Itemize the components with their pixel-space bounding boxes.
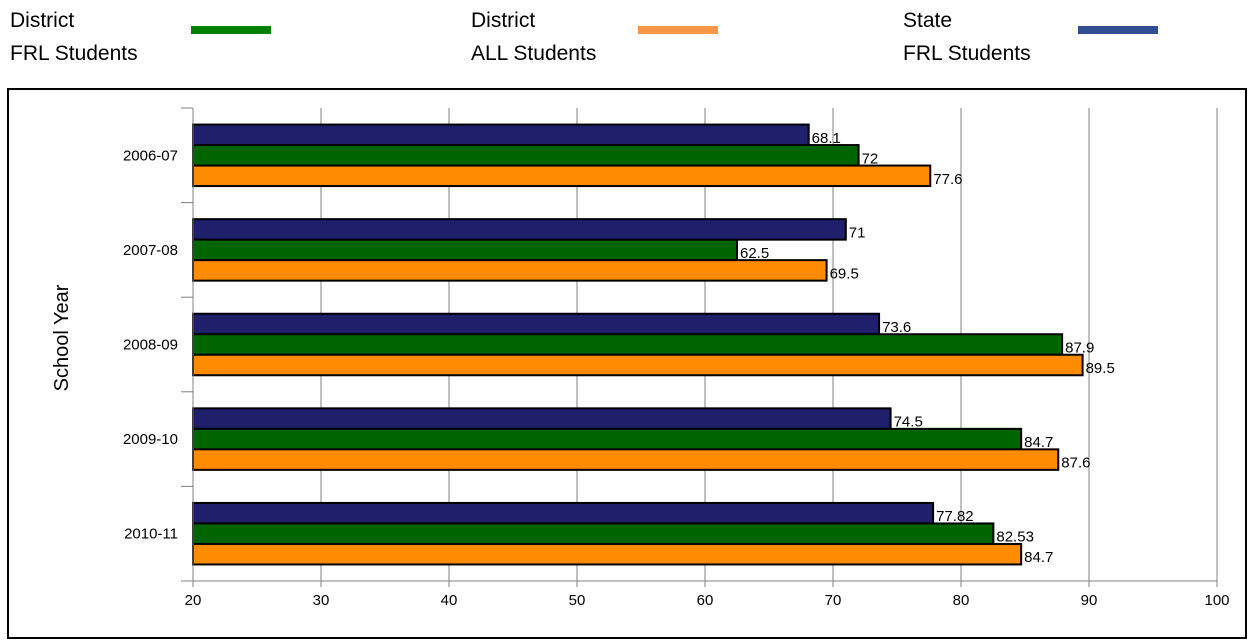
data-label: 72 — [862, 150, 879, 167]
bar — [192, 448, 1060, 471]
legend-label-line1: District — [471, 9, 536, 32]
data-label: 82.53 — [996, 529, 1034, 546]
x-tick-label: 20 — [185, 592, 202, 609]
data-label: 89.5 — [1086, 360, 1115, 377]
bar — [192, 427, 1023, 451]
data-label: 87.6 — [1061, 455, 1090, 472]
legend-label-line1: State — [903, 9, 953, 32]
legend-swatch-district-all — [638, 26, 718, 34]
bar — [192, 144, 860, 167]
legend-item-state-frl: State FRL Students — [903, 4, 1031, 70]
data-label: 68.1 — [812, 130, 841, 147]
y-tick-label: 2009-10 — [123, 431, 178, 448]
bar — [192, 259, 828, 282]
data-label: 87.9 — [1065, 340, 1094, 357]
bar — [192, 123, 810, 147]
y-tick-label: 2008-09 — [123, 337, 178, 354]
y-tick-label: 2007-08 — [123, 242, 178, 259]
bar — [192, 353, 1084, 377]
data-label: 84.7 — [1024, 549, 1053, 566]
chart-frame — [7, 88, 1247, 639]
bar — [192, 407, 892, 430]
bar — [192, 501, 935, 525]
legend-item-district-frl: District FRL Students — [10, 4, 138, 70]
legend-item-district-all: District ALL Students — [471, 4, 596, 70]
bar — [192, 333, 1064, 356]
data-label: 84.7 — [1024, 434, 1053, 451]
legend-label-line2: FRL Students — [903, 42, 1031, 65]
x-tick-label: 80 — [953, 592, 970, 609]
legend-swatch-district-frl — [191, 26, 271, 34]
bar — [192, 542, 1023, 566]
data-label: 62.5 — [740, 245, 769, 262]
legend-label-line1: District — [10, 9, 75, 32]
x-tick-label: 100 — [1204, 592, 1229, 609]
bar — [192, 238, 738, 262]
y-axis-title: School Year — [51, 284, 73, 391]
bar — [192, 312, 881, 336]
y-tick-label: 2006-07 — [123, 147, 178, 164]
data-label: 73.6 — [882, 319, 911, 336]
x-tick-label: 60 — [697, 592, 714, 609]
data-label: 77.82 — [936, 508, 974, 525]
data-label: 74.5 — [894, 414, 923, 431]
x-tick-label: 50 — [569, 592, 586, 609]
y-tick-label: 2010-11 — [124, 526, 178, 543]
x-tick-label: 90 — [1081, 592, 1098, 609]
data-label: 71 — [849, 224, 866, 241]
x-tick-label: 40 — [441, 592, 458, 609]
bar — [192, 218, 847, 241]
legend-swatch-state-frl — [1078, 26, 1158, 34]
data-label: 69.5 — [830, 265, 859, 282]
legend-label-line2: FRL Students — [10, 42, 138, 65]
bar — [192, 522, 995, 545]
data-label: 77.6 — [933, 171, 962, 188]
x-tick-label: 30 — [313, 592, 330, 609]
legend-label-line2: ALL Students — [471, 42, 597, 65]
x-tick-label: 70 — [825, 592, 842, 609]
bar — [192, 164, 932, 188]
